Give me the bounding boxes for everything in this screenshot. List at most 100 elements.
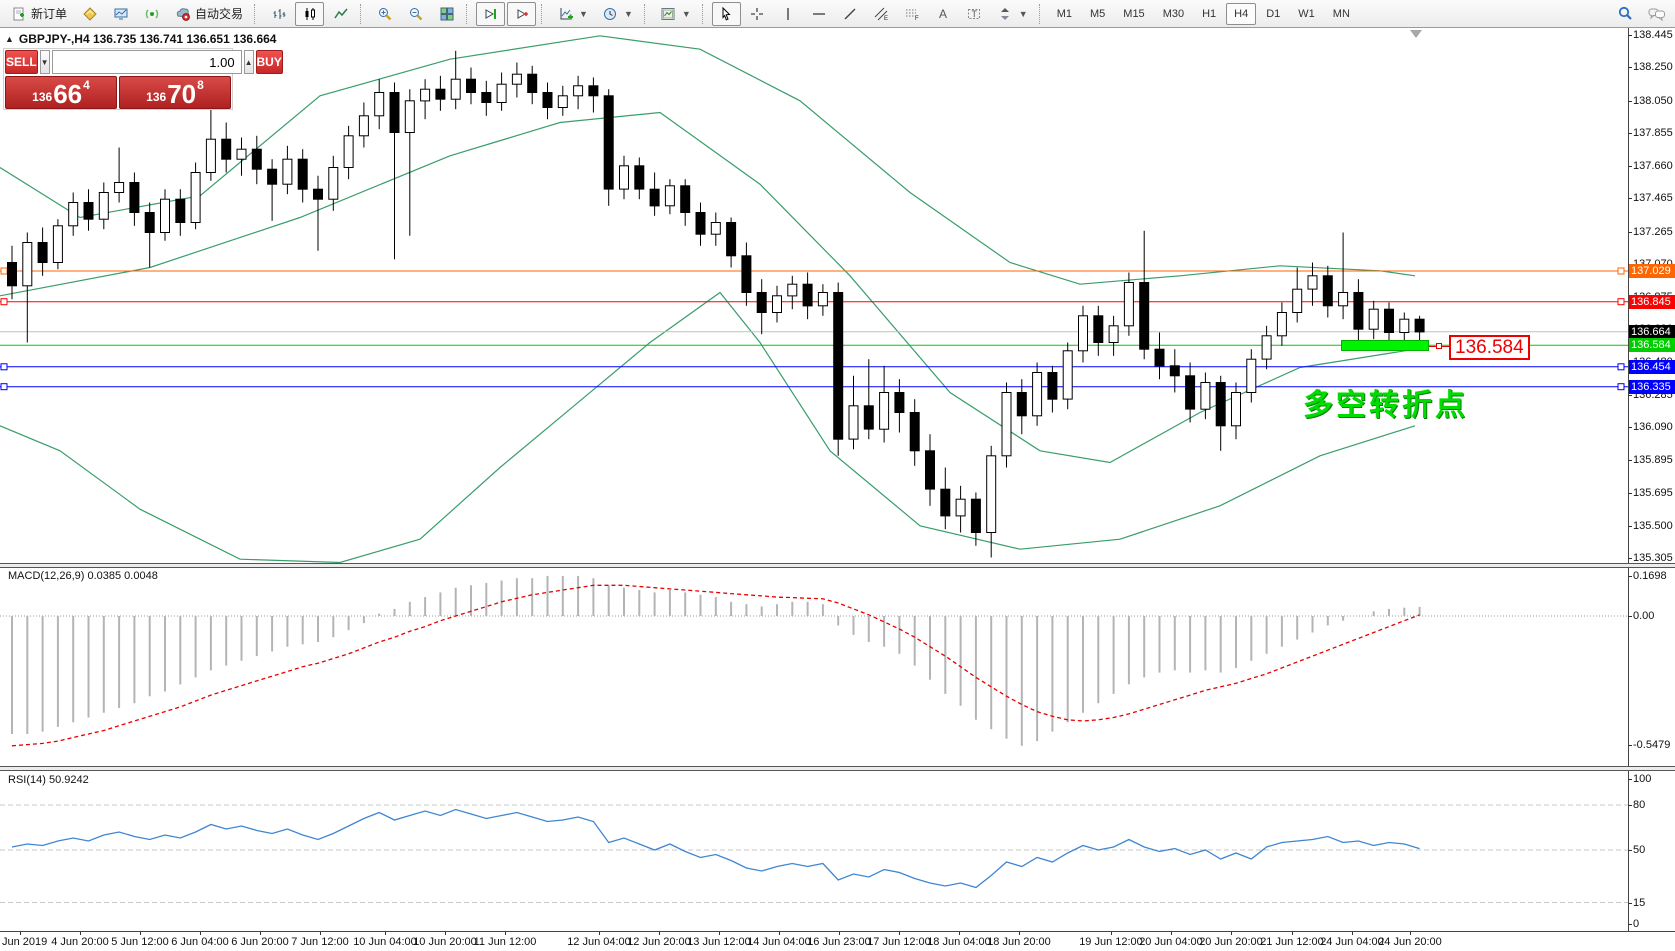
price-line-badge: 136.664 [1629, 325, 1675, 339]
new-order-button[interactable]: 新订单 [4, 2, 73, 26]
cursor-tool-button[interactable] [711, 1, 741, 26]
price-tick-mark [1628, 558, 1632, 559]
buy-price-main: 70 [167, 79, 197, 109]
price-tick-mark [1628, 460, 1632, 461]
macd-tick-mark [1628, 745, 1632, 746]
highlight-bar[interactable] [1341, 340, 1429, 351]
chart-shift-icon [482, 5, 499, 22]
symbol-info[interactable]: ▲ GBPJPY-,H4 136.735 136.741 136.651 136… [5, 32, 276, 46]
line-chart-button[interactable] [326, 2, 355, 26]
chart-shift-button[interactable] [476, 1, 506, 26]
fibonacci-tool-button[interactable]: F [898, 2, 927, 26]
price-tag-label[interactable]: 136.584 [1449, 335, 1530, 360]
autotrade-button[interactable]: 自动交易 [168, 2, 249, 26]
chart-canvas[interactable] [0, 28, 1628, 931]
trendline-tool-button[interactable] [836, 2, 865, 26]
macd-tick-mark [1628, 576, 1632, 577]
pane-splitter-macd[interactable] [0, 563, 1675, 568]
time-tick-mark [959, 931, 960, 935]
volume-input[interactable] [51, 50, 242, 74]
toolbar-separator [643, 3, 649, 24]
chat-button[interactable] [1642, 2, 1671, 26]
rsi-tick-label: 100 [1633, 773, 1652, 785]
buy-price-button[interactable]: 136 70 8 [119, 76, 231, 109]
price-tick-label: 138.050 [1633, 95, 1673, 107]
chevron-down-icon: ▼ [681, 8, 691, 19]
price-tick-mark [1628, 395, 1632, 396]
timeframe-m5[interactable]: M5 [1090, 7, 1106, 20]
price-tick-mark [1628, 526, 1632, 527]
time-axis-label: 20 Jun 04:00 [1139, 936, 1203, 948]
sell-button[interactable]: SELL [5, 50, 38, 74]
arrows-tool-button[interactable]: ▼ [991, 2, 1034, 26]
candlestick-chart-button[interactable] [295, 1, 325, 26]
templates-button[interactable]: ▼ [654, 2, 697, 26]
sell-price-main: 66 [53, 79, 83, 109]
sell-price-pip: 4 [83, 78, 90, 92]
text-tool-button[interactable]: A [929, 2, 958, 26]
price-tick-label: 135.695 [1633, 487, 1673, 499]
bollinger-middle-band [0, 111, 1416, 464]
crosshair-tool-button[interactable] [743, 2, 772, 26]
time-tick-mark [779, 931, 780, 935]
timeframe-mn[interactable]: MN [1332, 7, 1350, 20]
timeframe-w1[interactable]: W1 [1298, 7, 1315, 20]
rsi-tick-mark [1628, 924, 1632, 925]
price-tick-label: 137.855 [1633, 127, 1673, 139]
price-tag-handle[interactable] [1436, 343, 1442, 349]
timeframe-h4[interactable]: H4 [1226, 2, 1257, 25]
gem-button[interactable] [75, 2, 104, 26]
trendline-icon [842, 5, 859, 22]
volume-increase-button[interactable]: ▲ [243, 50, 254, 74]
price-tick-label: 138.250 [1633, 61, 1673, 73]
time-axis-label: 24 Jun 04:00 [1320, 936, 1384, 948]
timeframe-d1[interactable]: D1 [1266, 7, 1281, 20]
new-order-icon [10, 5, 27, 22]
chart-window-button[interactable] [106, 2, 135, 26]
macd-tick-label: 0.1698 [1633, 570, 1667, 582]
timeframe-m1[interactable]: M1 [1056, 7, 1072, 20]
horizontal-line-tool-button[interactable] [805, 2, 834, 26]
timeframe-h1[interactable]: H1 [1202, 7, 1217, 20]
search-button[interactable] [1611, 2, 1640, 26]
timeframe-m30[interactable]: M30 [1162, 7, 1185, 20]
candlestick-series [7, 50, 1425, 558]
price-tick-label: 137.660 [1633, 160, 1673, 172]
signal-button[interactable] [137, 2, 166, 26]
auto-scroll-button[interactable] [507, 1, 537, 26]
price-axis[interactable]: 138.445 138.250 138.050 137.855 137.660 137.4… [1628, 28, 1675, 931]
time-tick-mark [385, 931, 386, 935]
tile-windows-button[interactable] [432, 2, 461, 26]
zoom-out-button[interactable] [401, 2, 430, 26]
macd-label: MACD(12,26,9) 0.0385 0.0048 [8, 570, 158, 582]
bollinger-bands [0, 35, 1416, 563]
buy-button[interactable]: BUY [255, 50, 283, 74]
rsi-tick-mark [1628, 850, 1632, 851]
svg-text:T: T [972, 9, 978, 19]
rsi-tick-label: 50 [1633, 844, 1646, 856]
channel-tool-button[interactable]: E [867, 2, 896, 26]
pane-splitter-rsi[interactable] [0, 766, 1675, 771]
vertical-line-tool-button[interactable] [774, 2, 803, 26]
indicators-button[interactable]: ▼ [551, 2, 594, 26]
time-tick-mark [1352, 931, 1353, 935]
collapse-triangle-icon[interactable]: ▲ [5, 34, 14, 44]
turning-point-annotation[interactable]: 多空转折点 [1303, 389, 1468, 422]
time-tick-mark [839, 931, 840, 935]
macd-tick-label: 0.00 [1633, 610, 1655, 622]
time-axis-label: 24 Jun 20:00 [1378, 936, 1442, 948]
timeframe-m15[interactable]: M15 [1123, 7, 1145, 20]
sell-price-button[interactable]: 136 66 4 [5, 76, 117, 109]
timeframe-group: M1 M5 M15 M30 H1 H4 D1 W1 MN [1049, 2, 1358, 25]
volume-decrease-button[interactable]: ▼ [39, 50, 50, 74]
symbol-ohlc-text: GBPJPY-,H4 136.735 136.741 136.651 136.6… [18, 32, 277, 46]
time-axis-label: 4 Jun 20:00 [51, 936, 109, 948]
bar-chart-button[interactable] [264, 2, 293, 26]
zoom-in-button[interactable] [370, 2, 399, 26]
label-tool-button[interactable]: T [960, 2, 989, 26]
bar-chart-icon [270, 5, 287, 22]
periods-button[interactable]: ▼ [596, 2, 639, 26]
toolbar-separator [466, 3, 471, 24]
